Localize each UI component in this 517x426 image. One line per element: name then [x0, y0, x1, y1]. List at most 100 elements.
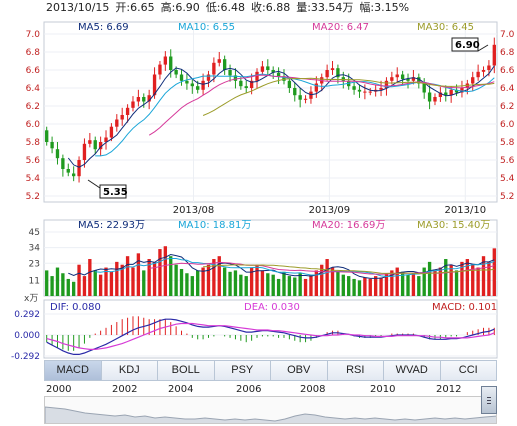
- year-label: 2000: [46, 384, 72, 395]
- volume-bar: [433, 270, 437, 296]
- candle-body: [255, 71, 259, 81]
- volume-bar: [287, 276, 292, 296]
- candle-body: [185, 80, 189, 84]
- volume-bar: [147, 259, 151, 296]
- macd-y-tick: 0.000: [14, 331, 40, 341]
- volume-bar: [50, 276, 54, 296]
- tab-cci[interactable]: CCI: [440, 360, 497, 381]
- candle-body: [55, 149, 60, 159]
- volume-bar: [303, 278, 308, 296]
- volume-bar: [98, 274, 103, 296]
- macd-panel-frame: [43, 299, 498, 359]
- price-ma-lines: [67, 65, 495, 168]
- volume-bar: [438, 267, 443, 296]
- volume-bar: [357, 280, 362, 296]
- candle-body: [395, 74, 399, 78]
- navigator-handle[interactable]: [481, 386, 497, 414]
- volume-bar: [465, 259, 470, 296]
- candle-body: [249, 80, 254, 88]
- volume-bar: [276, 278, 281, 296]
- volume-bar: [347, 276, 351, 296]
- volume-bar: [384, 273, 389, 296]
- candle-body: [438, 92, 443, 97]
- volume-bar: [239, 274, 243, 296]
- volume-bar: [266, 273, 270, 296]
- tab-obv[interactable]: OBV: [271, 360, 328, 381]
- timeline-navigator[interactable]: [44, 396, 497, 424]
- price-y-tick-left: 7.0: [26, 30, 41, 40]
- volume-bar: [228, 271, 232, 296]
- candle-body: [125, 107, 130, 115]
- price-x-tick: 2013/09: [309, 205, 351, 216]
- candle-body: [390, 77, 394, 81]
- volume-bar: [487, 261, 491, 296]
- macd-dea-line: [46, 322, 495, 350]
- volume-bar: [55, 267, 60, 296]
- candle-body: [147, 95, 151, 102]
- candle-body: [476, 71, 480, 78]
- volume-bar: [454, 270, 459, 296]
- price-y-tick-left: 5.4: [26, 174, 41, 184]
- quote-high: 高:6.90: [160, 1, 200, 14]
- volume-bar: [471, 264, 475, 296]
- volume-bar: [93, 270, 97, 296]
- quote-close: 收:6.88: [251, 1, 291, 14]
- volume-bar: [363, 277, 367, 296]
- volume-bar: [125, 256, 130, 296]
- volume-bar: [249, 267, 254, 296]
- candle-body: [422, 83, 426, 93]
- volume-bar: [336, 271, 340, 296]
- candle-body: [298, 95, 302, 100]
- timeline-years: 2000 2002 2004 2006 2008 2010 2012: [44, 384, 497, 396]
- volume-bar: [395, 267, 399, 296]
- quote-change: 幅:3.15%: [359, 1, 410, 14]
- volume-bar: [476, 267, 480, 296]
- volume-bar: [379, 277, 383, 296]
- quote-open: 开:6.65: [115, 1, 155, 14]
- volume-bar: [298, 273, 302, 296]
- volume-bar: [314, 270, 319, 296]
- volume-bar: [422, 267, 426, 296]
- macd-y-tick: -0.292: [11, 352, 40, 360]
- volume-unit: x万: [24, 294, 38, 304]
- price-y-tick-left: 5.8: [26, 138, 41, 148]
- candle-body: [115, 119, 119, 127]
- tab-macd[interactable]: MACD: [44, 360, 102, 381]
- volume-bar: [373, 276, 378, 296]
- price-y-tick-left: 6.4: [26, 84, 41, 94]
- volume-bar: [174, 264, 178, 296]
- price-y-tick-right: 5.2: [500, 192, 514, 202]
- volume-bar: [260, 270, 265, 296]
- candle-body: [330, 68, 335, 70]
- candle-body: [363, 91, 367, 93]
- candle-body: [449, 89, 453, 96]
- quote-volume: 量:33.54万: [296, 1, 354, 14]
- tab-rsi[interactable]: RSI: [327, 360, 384, 381]
- macd-y-tick: 0.292: [14, 310, 40, 320]
- tab-kdj[interactable]: KDJ: [101, 360, 158, 381]
- candle-body: [217, 59, 221, 63]
- tab-psy[interactable]: PSY: [214, 360, 271, 381]
- volume-bar: [233, 270, 238, 296]
- candle-body: [233, 75, 238, 81]
- volume-bar: [427, 261, 432, 296]
- tab-boll[interactable]: BOLL: [158, 360, 215, 381]
- candle-body: [179, 74, 184, 81]
- volume-bar: [77, 264, 81, 296]
- tab-wvad[interactable]: WVAD: [384, 360, 441, 381]
- volume-bar: [185, 273, 189, 296]
- volume-bar: [88, 259, 92, 296]
- volume-bar-series: [45, 246, 496, 296]
- price-ma5-label: MA5: 6.69: [78, 22, 129, 33]
- volume-bar: [390, 270, 394, 296]
- quote-low: 低:6.48: [205, 1, 246, 14]
- volume-y-tick: 11: [29, 276, 40, 286]
- candle-body: [384, 80, 389, 88]
- candle-body: [152, 74, 157, 96]
- candle-body: [201, 80, 205, 90]
- candle-body: [174, 70, 178, 75]
- navigator-area-chart: [45, 406, 496, 423]
- candle-body: [163, 56, 168, 65]
- volume-bar: [400, 271, 405, 296]
- candle-body: [357, 89, 362, 92]
